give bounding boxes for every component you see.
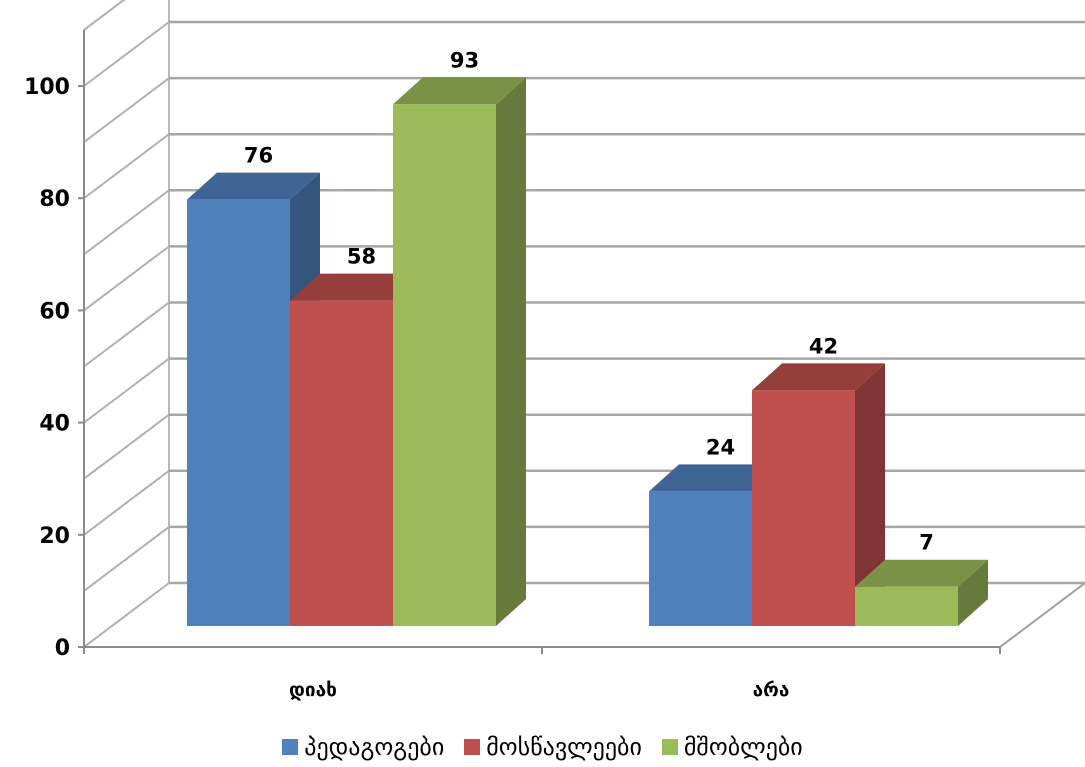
bar-front xyxy=(752,390,855,626)
legend-label-students: მოსწავლეები xyxy=(486,733,642,761)
x-tick-label: დიახ xyxy=(289,679,337,701)
x-tick-label: არა xyxy=(753,679,790,701)
side-gridline xyxy=(84,471,169,535)
side-wall-top xyxy=(84,0,169,30)
data-label: 42 xyxy=(809,334,838,358)
y-tick-label: 80 xyxy=(39,187,70,212)
data-label: 76 xyxy=(244,144,273,168)
y-tick-label: 20 xyxy=(39,524,70,549)
side-gridline xyxy=(84,246,169,310)
legend: პედაგოგები მოსწავლეები მშობლები xyxy=(0,727,1085,767)
legend-item-parents: მშობლები xyxy=(662,733,803,761)
bar-side xyxy=(496,77,526,626)
side-gridline xyxy=(84,134,169,198)
side-gridline xyxy=(84,527,169,591)
floor-edge xyxy=(1000,583,1085,647)
y-tick-label: 100 xyxy=(24,75,70,100)
bar-front xyxy=(393,104,496,626)
bar-front xyxy=(290,301,393,626)
data-label: 7 xyxy=(919,531,934,555)
y-tick-label: 40 xyxy=(39,412,70,437)
side-gridline xyxy=(84,415,169,479)
side-gridline xyxy=(84,583,169,647)
legend-swatch-parents xyxy=(662,739,678,755)
side-gridline xyxy=(84,78,169,142)
data-label: 58 xyxy=(347,245,376,269)
bar xyxy=(393,77,526,626)
side-gridline xyxy=(84,0,169,30)
y-tick-label: 60 xyxy=(39,299,70,324)
bar xyxy=(855,560,988,626)
bar-front xyxy=(187,200,290,626)
side-gridline xyxy=(84,303,169,367)
bar-front xyxy=(649,491,752,626)
y-tick-label: 0 xyxy=(55,636,70,661)
legend-swatch-teachers xyxy=(282,739,298,755)
bars xyxy=(187,77,988,626)
legend-item-students: მოსწავლეები xyxy=(464,733,642,761)
side-gridline xyxy=(84,359,169,423)
legend-label-teachers: პედაგოგები xyxy=(304,733,444,761)
legend-item-teachers: პედაგოგები xyxy=(282,733,444,761)
data-label: 24 xyxy=(706,435,735,459)
legend-swatch-students xyxy=(464,739,480,755)
legend-label-parents: მშობლები xyxy=(684,733,803,761)
side-gridline xyxy=(84,190,169,254)
side-gridline xyxy=(84,22,169,86)
bar-front xyxy=(855,587,958,626)
data-label: 93 xyxy=(450,48,479,72)
